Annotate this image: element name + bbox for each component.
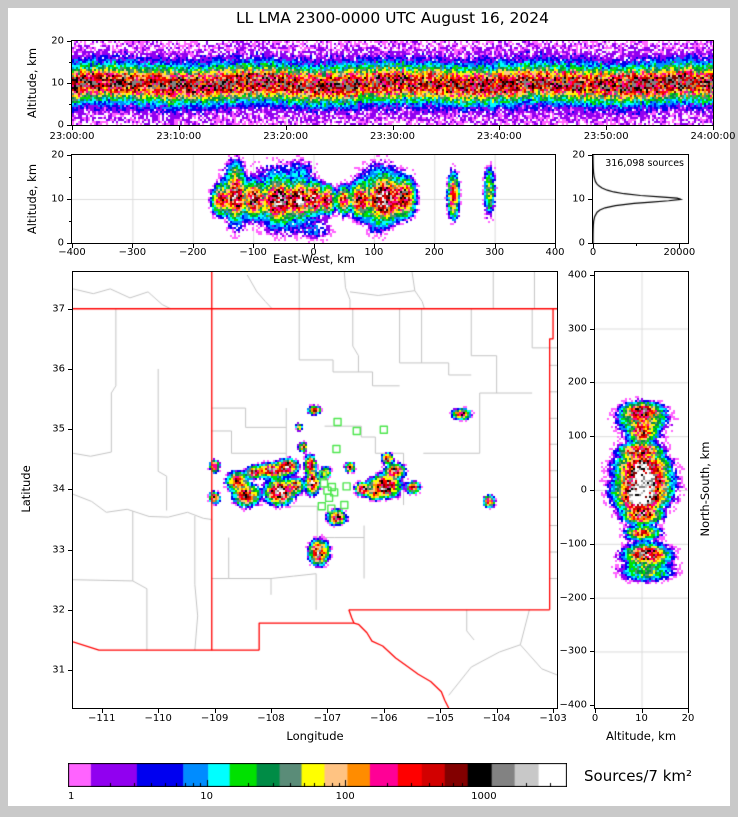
ns-height-panel [594,271,689,709]
colorbar-swatches [68,763,567,787]
ew-height-ylabel: Altitude, km [25,163,39,235]
alt-histogram-plot[interactable] [593,155,688,243]
source-count-annotation: 316,098 sources [605,158,684,169]
time-height-ylabel: Altitude, km [25,47,39,119]
ew-height-panel [71,154,556,244]
map-xlabel: Longitude [286,729,344,743]
time-height-plot[interactable] [72,41,713,125]
ns-height-xlabel: Altitude, km [605,729,677,743]
ew-height-plot[interactable] [72,155,555,243]
ew-height-xlabel: East-West, km [273,252,355,266]
plan-map-panel [72,271,558,709]
ns-height-plot[interactable] [595,272,688,708]
plan-map-plot[interactable] [73,272,557,708]
colorbar [68,763,567,787]
time-height-panel [71,40,714,126]
map-ylabel: Latitude [19,465,33,513]
alt-histogram-panel [592,154,689,244]
ns-height-ylabel: North-South, km [698,441,712,537]
colorbar-label: Sources/7 km² [584,767,693,785]
figure-title: LL LMA 2300-0000 UTC August 16, 2024 [236,9,549,27]
